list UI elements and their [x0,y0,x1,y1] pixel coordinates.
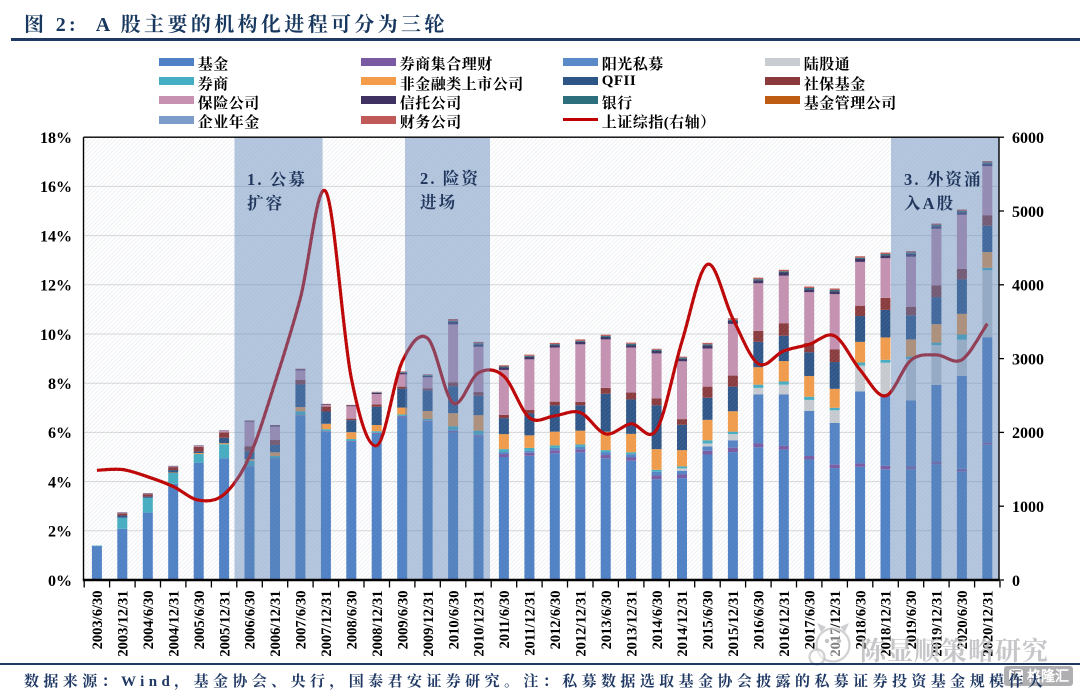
svg-text:5000: 5000 [1012,204,1044,221]
svg-text:2010/6/30: 2010/6/30 [446,591,462,650]
svg-text:1000: 1000 [1012,499,1044,516]
svg-text:10%: 10% [40,327,72,344]
svg-text:8%: 8% [48,376,72,393]
svg-text:2%: 2% [48,524,72,541]
svg-text:2013/12/31: 2013/12/31 [624,591,640,657]
svg-text:2004/12/31: 2004/12/31 [166,591,182,657]
svg-text:2011/6/30: 2011/6/30 [497,591,513,649]
svg-text:2012/12/31: 2012/12/31 [574,591,590,657]
svg-text:0: 0 [1012,573,1020,590]
svg-text:2015/12/31: 2015/12/31 [726,591,742,657]
svg-text:2005/12/31: 2005/12/31 [217,591,233,657]
svg-text:2014/6/30: 2014/6/30 [650,591,666,650]
svg-text:2005/6/30: 2005/6/30 [192,591,208,650]
svg-text:2017/6/30: 2017/6/30 [802,591,818,650]
svg-text:2007/12/31: 2007/12/31 [319,591,335,657]
svg-text:4%: 4% [48,474,72,491]
svg-text:2010/12/31: 2010/12/31 [472,591,488,657]
svg-text:6000: 6000 [1012,130,1044,147]
svg-text:2003/12/31: 2003/12/31 [116,591,132,657]
svg-text:6%: 6% [48,425,72,442]
svg-text:2016/6/30: 2016/6/30 [752,591,768,650]
svg-text:2020/12/31: 2020/12/31 [981,591,997,657]
svg-text:0%: 0% [48,573,72,590]
svg-text:12%: 12% [40,278,72,295]
svg-text:2004/6/30: 2004/6/30 [141,591,157,650]
svg-text:2009/6/30: 2009/6/30 [395,591,411,650]
svg-text:2003/6/30: 2003/6/30 [90,591,106,650]
svg-text:14%: 14% [40,228,72,245]
svg-text:2017/12/31: 2017/12/31 [828,591,844,657]
svg-text:2014/12/31: 2014/12/31 [675,591,691,657]
svg-text:2006/12/31: 2006/12/31 [268,591,284,657]
svg-text:16%: 16% [40,179,72,196]
svg-text:2012/6/30: 2012/6/30 [548,591,564,650]
svg-text:2000: 2000 [1012,425,1044,442]
svg-text:2018/12/31: 2018/12/31 [879,591,895,657]
svg-text:4000: 4000 [1012,278,1044,295]
svg-text:2006/6/30: 2006/6/30 [243,591,259,650]
svg-text:2019/12/31: 2019/12/31 [930,591,946,657]
svg-text:2013/6/30: 2013/6/30 [599,591,615,650]
svg-text:2020/6/30: 2020/6/30 [955,591,971,650]
svg-text:2016/12/31: 2016/12/31 [777,591,793,657]
svg-text:2018/6/30: 2018/6/30 [853,591,869,650]
svg-text:2009/12/31: 2009/12/31 [421,591,437,657]
svg-text:2015/6/30: 2015/6/30 [701,591,717,650]
svg-text:2008/6/30: 2008/6/30 [345,591,361,650]
svg-text:18%: 18% [40,130,72,147]
svg-text:3000: 3000 [1012,351,1044,368]
svg-text:2008/12/31: 2008/12/31 [370,591,386,657]
svg-text:2011/12/31: 2011/12/31 [523,591,539,656]
svg-text:2007/6/30: 2007/6/30 [294,591,310,650]
svg-text:2019/6/30: 2019/6/30 [904,591,920,650]
